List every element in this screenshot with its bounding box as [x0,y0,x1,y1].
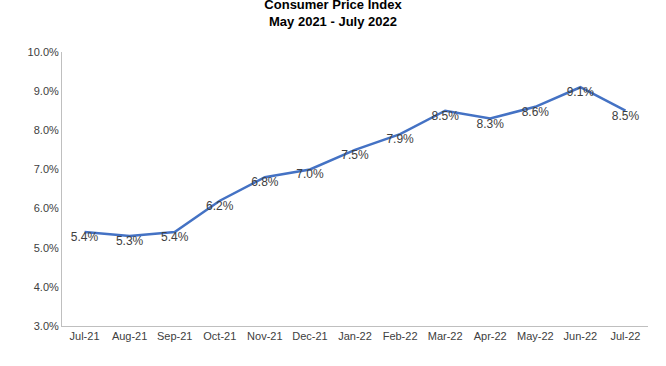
svg-text:4.0%: 4.0% [34,281,59,293]
svg-text:Sep-21: Sep-21 [157,330,192,342]
svg-text:7.0%: 7.0% [296,167,324,181]
svg-text:8.6%: 8.6% [522,105,550,119]
svg-text:10.0%: 10.0% [28,46,59,58]
svg-text:Aug-21: Aug-21 [112,330,147,342]
svg-text:8.5%: 8.5% [612,109,640,123]
svg-text:9.1%: 9.1% [567,85,595,99]
svg-text:6.2%: 6.2% [206,199,234,213]
svg-text:3.0%: 3.0% [34,320,59,332]
svg-text:6.8%: 6.8% [251,175,279,189]
svg-text:7.5%: 7.5% [341,148,369,162]
svg-text:Dec-21: Dec-21 [292,330,327,342]
svg-text:8.3%: 8.3% [477,117,505,131]
svg-text:Jul-21: Jul-21 [70,330,100,342]
svg-text:5.4%: 5.4% [71,230,99,244]
svg-text:5.0%: 5.0% [34,242,59,254]
svg-text:Jul-22: Jul-22 [610,330,640,342]
svg-text:5.4%: 5.4% [161,230,189,244]
svg-text:7.0%: 7.0% [34,163,59,175]
svg-text:6.0%: 6.0% [34,202,59,214]
svg-text:May-22: May-22 [517,330,554,342]
svg-text:Jun-22: Jun-22 [564,330,598,342]
svg-text:9.0%: 9.0% [34,85,59,97]
svg-text:Jan-22: Jan-22 [338,330,372,342]
svg-text:8.5%: 8.5% [431,109,459,123]
svg-text:Consumer Price IndexMay 2021 -: Consumer Price IndexMay 2021 - July 2022 [264,0,402,29]
svg-text:8.0%: 8.0% [34,124,59,136]
svg-text:Nov-21: Nov-21 [247,330,282,342]
svg-text:7.9%: 7.9% [386,132,414,146]
svg-text:Apr-22: Apr-22 [474,330,507,342]
svg-text:Oct-21: Oct-21 [203,330,236,342]
svg-text:Mar-22: Mar-22 [428,330,463,342]
svg-text:5.3%: 5.3% [116,234,144,248]
svg-text:Feb-22: Feb-22 [383,330,418,342]
